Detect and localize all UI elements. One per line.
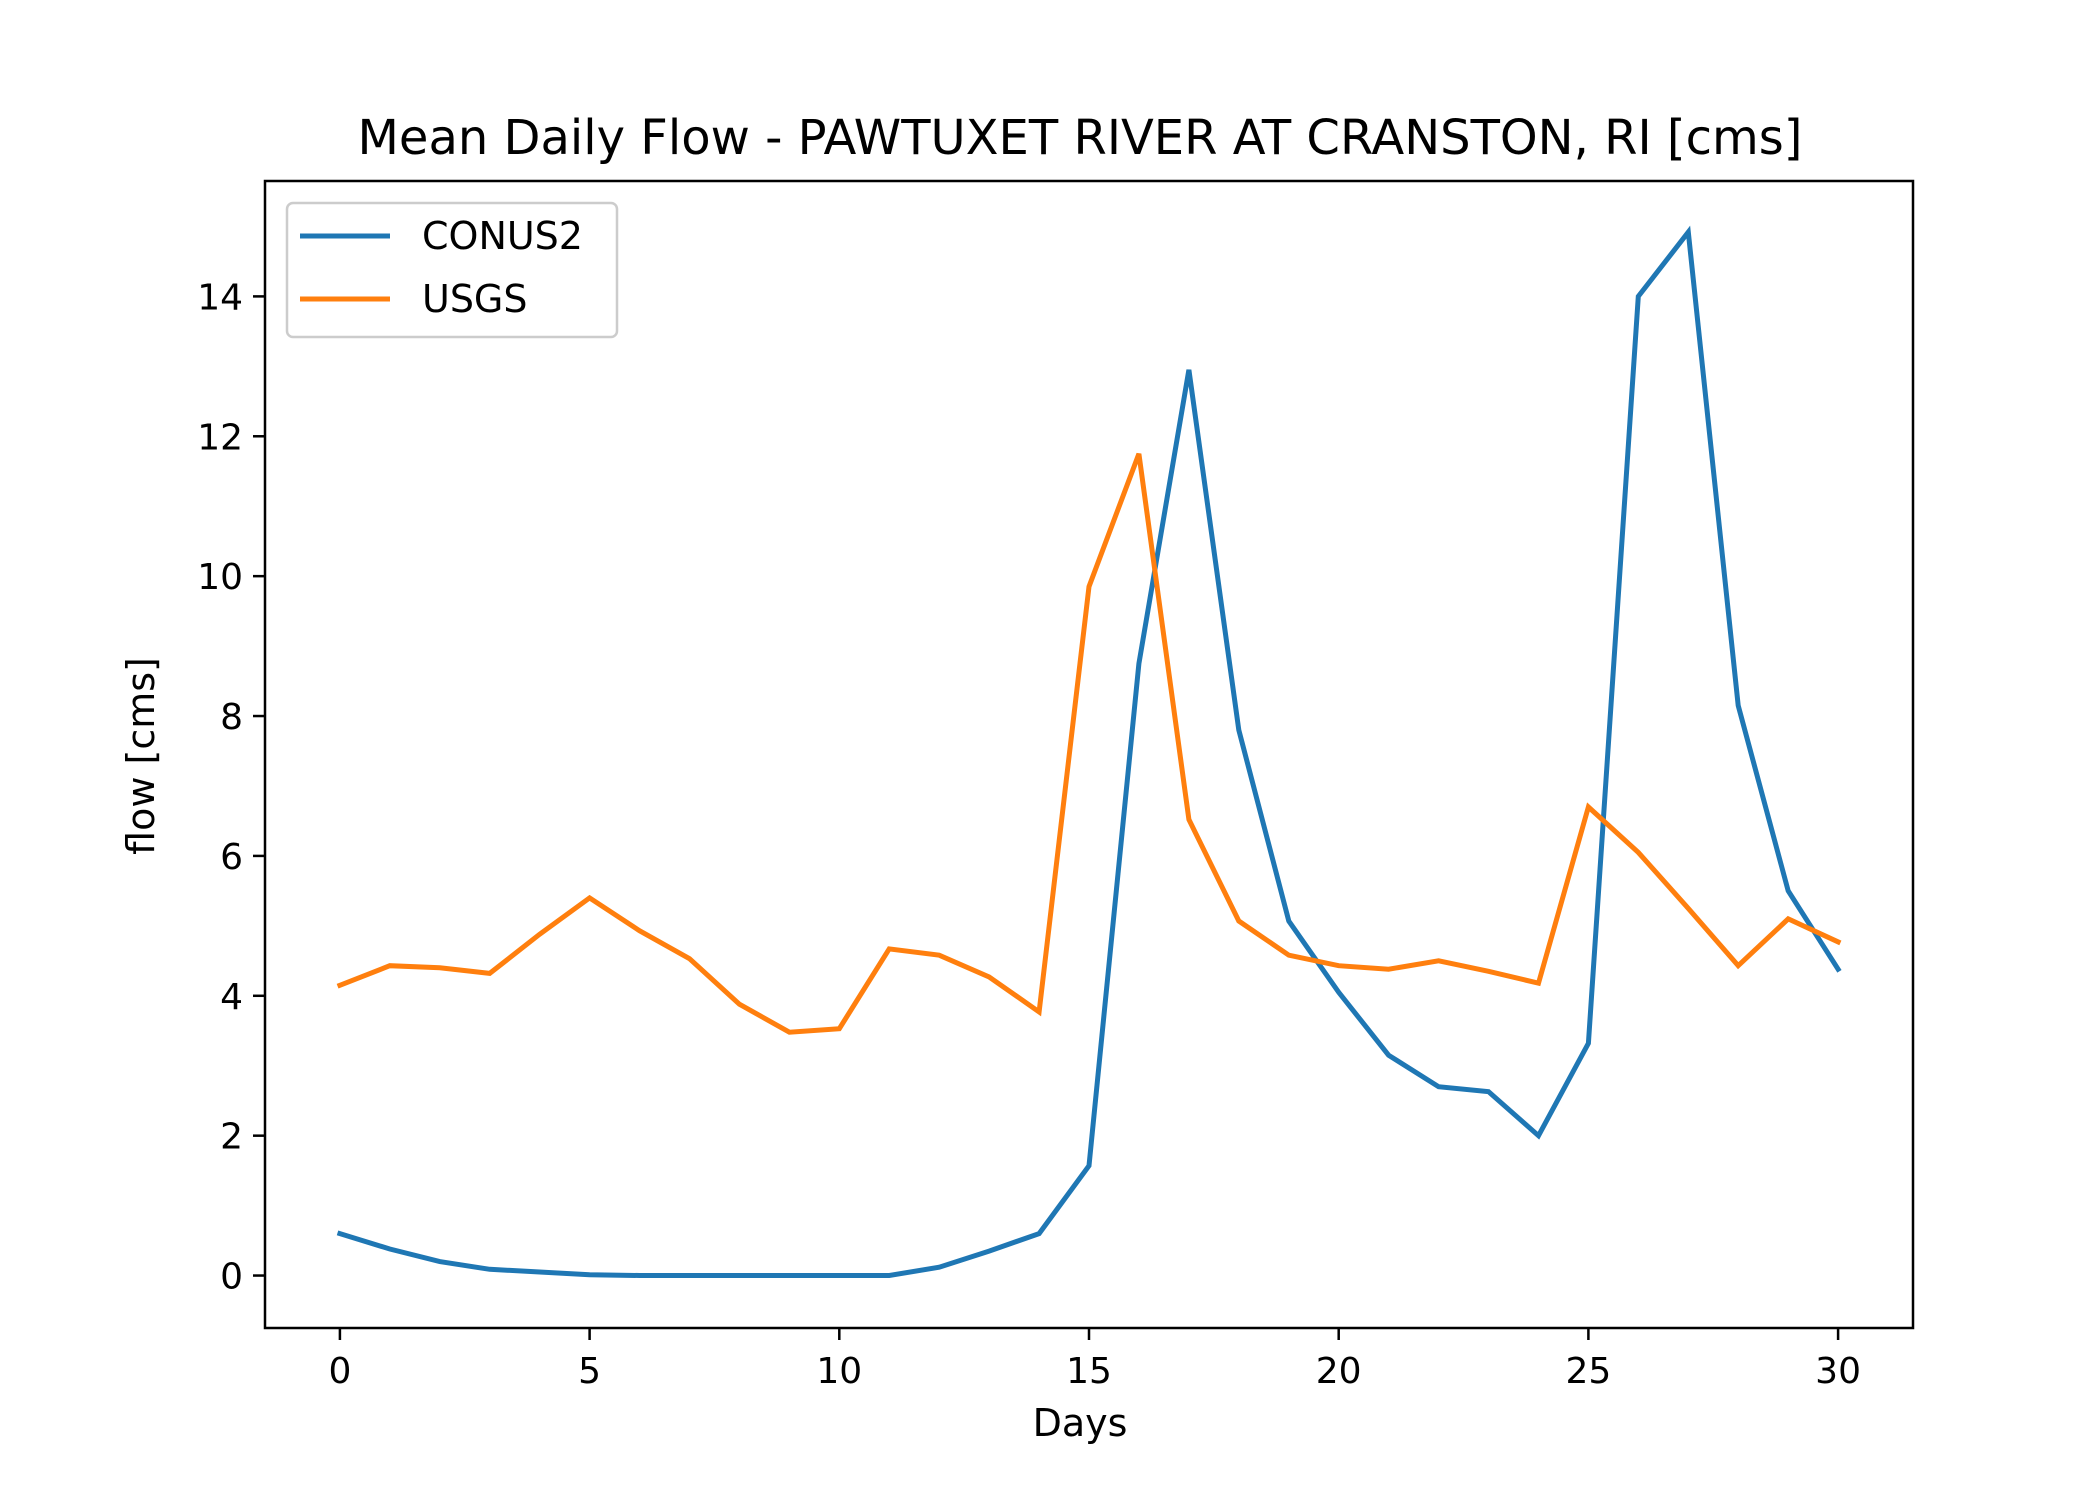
y-tick-label: 10 <box>197 557 243 598</box>
legend-label-usgs: USGS <box>422 277 528 321</box>
series-line-usgs <box>336 452 1842 1035</box>
y-tick-label: 0 <box>220 1257 243 1298</box>
x-tick-label: 0 <box>328 1351 351 1392</box>
y-tick-label: 6 <box>220 837 243 878</box>
x-axis-label: Days <box>1033 1401 1128 1445</box>
legend: CONUS2 USGS <box>285 201 619 339</box>
plot-lines <box>336 225 1842 1278</box>
x-tick-label: 25 <box>1565 1351 1611 1392</box>
x-tick-label: 5 <box>578 1351 601 1392</box>
x-tick-label: 15 <box>1066 1351 1112 1392</box>
legend-label-conus2: CONUS2 <box>422 214 583 258</box>
y-axis-label: flow [cms] <box>119 657 163 855</box>
x-axis-ticks: 0 5 10 15 20 25 30 <box>328 1328 1861 1392</box>
y-tick-label: 2 <box>220 1117 243 1158</box>
x-tick-label: 30 <box>1815 1351 1861 1392</box>
y-axis-ticks: 0 2 4 6 8 10 12 14 <box>197 277 265 1298</box>
chart-title: Mean Daily Flow - PAWTUXET RIVER AT CRAN… <box>358 110 1803 166</box>
x-tick-label: 10 <box>816 1351 862 1392</box>
y-tick-label: 14 <box>197 277 243 318</box>
y-tick-label: 12 <box>197 417 243 458</box>
y-tick-label: 4 <box>220 977 243 1018</box>
series-line-conus2 <box>336 225 1842 1278</box>
y-tick-label: 8 <box>220 697 243 738</box>
x-tick-label: 20 <box>1316 1351 1362 1392</box>
